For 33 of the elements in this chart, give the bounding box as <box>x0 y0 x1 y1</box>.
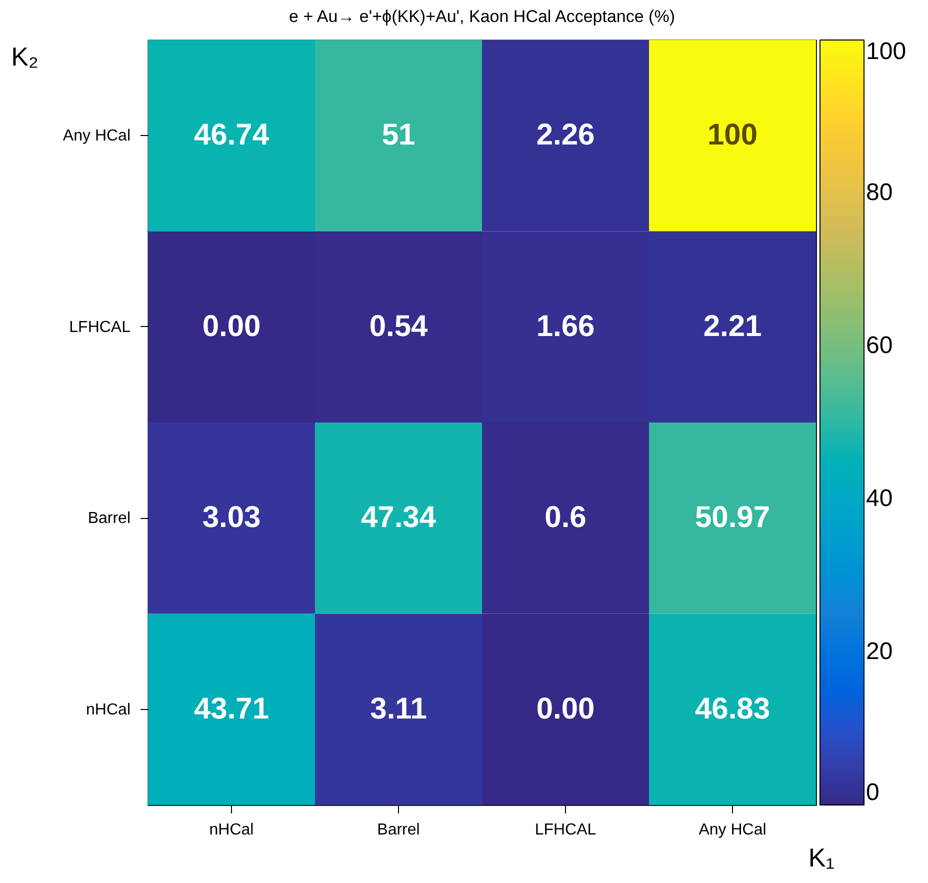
data-label: 3.03 <box>202 501 261 534</box>
y-tick-label: Barrel <box>88 510 130 528</box>
x-tick-label: Barrel <box>377 822 420 838</box>
x-tick-label: LFHCAL <box>534 822 596 838</box>
x-axis-title: K₁ <box>808 842 835 872</box>
data-label: 46.74 <box>194 118 270 152</box>
data-label: 47.34 <box>360 501 436 534</box>
data-label: 2.21 <box>703 310 762 343</box>
data-label: 0.6 <box>544 501 586 534</box>
chart-title: e + Au→ e'+ϕ(KK)+Au', Kaon HCal Acceptance (%) <box>289 7 675 26</box>
data-label: 100 <box>707 118 758 152</box>
x-tick-label: nHCal <box>209 822 254 838</box>
y-tick-label: Any HCal <box>62 128 130 145</box>
data-label: 0.54 <box>369 310 428 343</box>
color-bar-label: 60 <box>866 332 893 359</box>
y-axis-title: K₂ <box>11 42 38 72</box>
data-label: 50.97 <box>694 501 770 534</box>
color-bar-label: 40 <box>866 485 893 512</box>
color-bar-label: 100 <box>866 38 906 65</box>
color-bar-label: 20 <box>866 638 893 665</box>
color-bar-label: 0 <box>866 779 880 806</box>
data-label: 0.00 <box>536 692 595 726</box>
x-tick-label: Any HCal <box>698 822 766 838</box>
data-label: 2.26 <box>536 118 595 152</box>
color-bar-label: 80 <box>866 179 893 206</box>
data-label: 1.66 <box>536 310 595 343</box>
data-label: 51 <box>382 118 416 152</box>
y-tick-label: LFHCAL <box>69 318 131 336</box>
y-tick-label: nHCal <box>86 701 130 718</box>
data-label: 46.83 <box>694 692 770 726</box>
data-label: 43.71 <box>194 692 270 726</box>
data-label: 3.11 <box>370 692 427 726</box>
data-label: 0.00 <box>202 310 261 343</box>
